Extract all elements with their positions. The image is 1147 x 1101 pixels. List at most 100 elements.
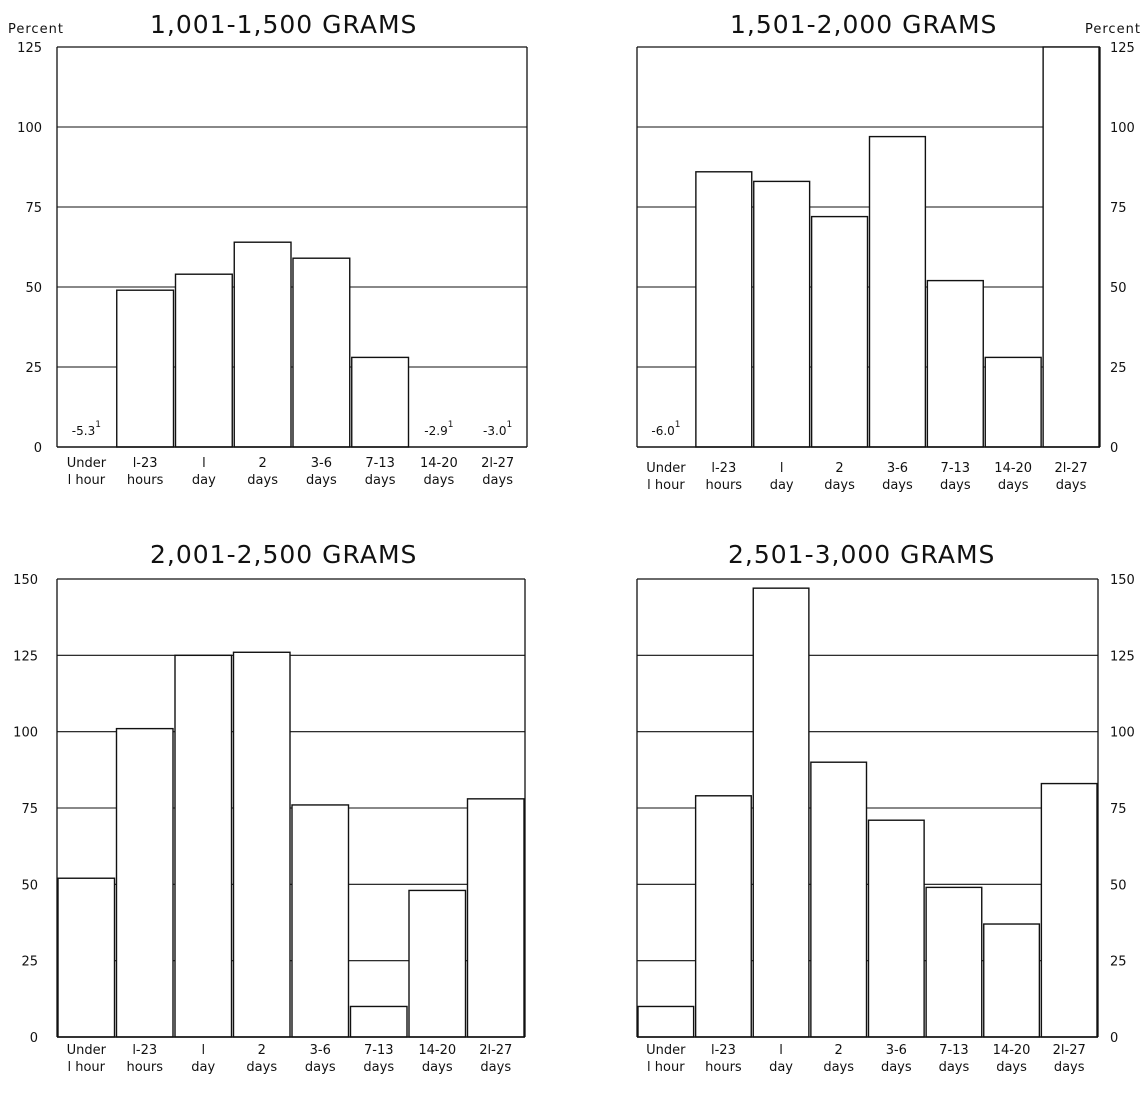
chart-panel-2001-2500: 2,001-2,500 GRAMS 0 25 50 75 100 125 150 Under l… <box>0 530 560 1101</box>
chart-title: 1,001-1,500 GRAMS <box>150 10 418 39</box>
x-category-label: Under <box>646 1043 686 1058</box>
x-category-label: 14-20 <box>420 456 458 471</box>
y-axis-label: Percent <box>1085 22 1141 37</box>
x-category-label: 7-13 <box>939 1043 969 1058</box>
x-category-label: hours <box>127 473 164 488</box>
x-category-label: days <box>882 478 913 493</box>
x-category-label: 7-13 <box>941 461 971 476</box>
x-category-label: 2l-27 <box>1055 461 1088 476</box>
footnote-marker: 1 <box>506 420 512 430</box>
bar <box>637 1005 695 1038</box>
bar <box>233 241 292 448</box>
x-category-label: day <box>192 473 216 488</box>
y-tick-label: 75 <box>1110 201 1127 216</box>
x-category-label: 2 <box>258 456 266 471</box>
x-category-label: l-23 <box>133 456 158 471</box>
bar <box>232 651 291 1038</box>
bar <box>983 923 1041 1038</box>
bar <box>984 356 1042 448</box>
chart-title: 2,001-2,500 GRAMS <box>150 540 418 569</box>
x-category-label: days <box>422 1060 453 1075</box>
chart-title: 2,501-3,000 GRAMS <box>728 540 996 569</box>
y-tick-label: 75 <box>25 201 42 216</box>
x-category-label: 2l-27 <box>481 456 514 471</box>
footnote-marker: 1 <box>675 420 681 430</box>
x-category-label: l hour <box>68 473 106 488</box>
x-category-label: l-23 <box>711 1043 736 1058</box>
bar <box>292 257 351 448</box>
y-tick-label: 150 <box>13 573 38 588</box>
bar <box>115 727 174 1038</box>
x-category-label: days <box>1054 1060 1085 1075</box>
x-category-label: hours <box>705 1060 742 1075</box>
x-category-label: 3-6 <box>886 1043 907 1058</box>
x-category-label: day <box>769 1060 793 1075</box>
bar-chart-svg: 0 25 50 75 100 125 150 Under l hour l-23 hours l day… <box>636 573 1135 1075</box>
x-category-label: 7-13 <box>364 1043 394 1058</box>
data-label: -6.01 <box>651 420 680 438</box>
bar <box>1040 782 1098 1038</box>
x-category-label: Under <box>646 461 686 476</box>
bar <box>925 886 983 1038</box>
y-tick-label: 125 <box>13 649 38 664</box>
x-category-label: l <box>779 1043 783 1058</box>
y-tick-label: 0 <box>1110 1031 1118 1046</box>
x-category-label: 14-20 <box>994 461 1032 476</box>
footnote-marker: 1 <box>95 420 101 430</box>
x-category-label: 2l-27 <box>1053 1043 1086 1058</box>
bar <box>867 819 925 1038</box>
bar <box>810 761 868 1038</box>
x-category-label: days <box>998 478 1029 493</box>
x-category-label: hours <box>706 478 743 493</box>
x-category-label: l-23 <box>711 461 736 476</box>
chart-panel-2501-3000: 2,501-3,000 GRAMS 0 25 50 75 100 125 150 Under l… <box>580 530 1147 1101</box>
x-category-label: days <box>824 478 855 493</box>
x-category-label: l hour <box>647 478 685 493</box>
bar <box>351 356 410 448</box>
y-tick-label: 25 <box>25 361 42 376</box>
bar <box>57 877 116 1038</box>
y-tick-label: 150 <box>1110 573 1135 588</box>
bar <box>1042 46 1100 448</box>
y-tick-label: 100 <box>1110 726 1135 741</box>
x-category-label: days <box>940 478 971 493</box>
x-category-label: 3-6 <box>311 456 332 471</box>
x-category-label: days <box>482 473 513 488</box>
x-category-label: l hour <box>67 1060 105 1075</box>
x-category-label: days <box>996 1060 1027 1075</box>
x-category-label: 14-20 <box>418 1043 456 1058</box>
y-tick-label: 0 <box>34 441 42 456</box>
x-category-label: Under <box>67 456 107 471</box>
bar <box>291 804 350 1038</box>
bar <box>752 587 810 1038</box>
bar <box>694 795 752 1038</box>
x-category-label: 2 <box>835 461 843 476</box>
x-category-label: 14-20 <box>993 1043 1031 1058</box>
bar <box>466 798 525 1038</box>
x-category-label: l <box>202 456 206 471</box>
bar <box>926 279 984 448</box>
x-category-label: days <box>939 1060 970 1075</box>
x-category-label: days <box>1056 478 1087 493</box>
y-tick-label: 50 <box>25 281 42 296</box>
data-label: -2.91 <box>424 420 453 438</box>
y-tick-label: 25 <box>1110 361 1127 376</box>
x-category-label: day <box>191 1060 215 1075</box>
x-category-label: days <box>424 473 455 488</box>
x-category-label: l hour <box>647 1060 685 1075</box>
x-category-label: 2 <box>835 1043 843 1058</box>
chart-panel-1501-2000: 1,501-2,000 GRAMS Percent 0 25 50 75 100 125 -… <box>580 0 1147 500</box>
y-tick-label: 100 <box>17 121 42 136</box>
bar <box>810 215 869 448</box>
x-category-label: Under <box>67 1043 107 1058</box>
y-tick-label: 100 <box>13 726 38 741</box>
x-category-label: 2l-27 <box>479 1043 512 1058</box>
y-tick-label: 125 <box>1110 41 1135 56</box>
x-category-label: l <box>780 461 784 476</box>
y-tick-label: 25 <box>1110 955 1127 970</box>
data-label: -5.31 <box>72 420 101 438</box>
bar <box>868 135 927 448</box>
bar <box>408 889 467 1038</box>
